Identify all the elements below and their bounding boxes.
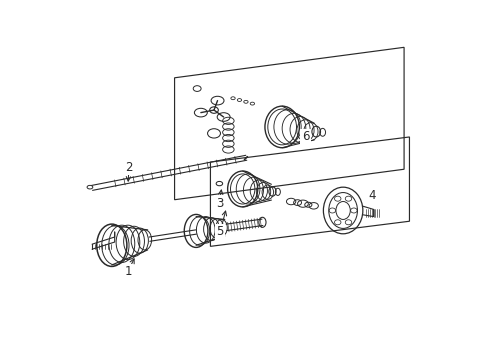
- Text: 6: 6: [301, 130, 308, 144]
- Text: 1: 1: [124, 265, 131, 278]
- Text: 4: 4: [367, 189, 375, 202]
- Text: 2: 2: [125, 161, 133, 174]
- Text: 3: 3: [215, 197, 223, 210]
- Text: 5: 5: [216, 225, 224, 238]
